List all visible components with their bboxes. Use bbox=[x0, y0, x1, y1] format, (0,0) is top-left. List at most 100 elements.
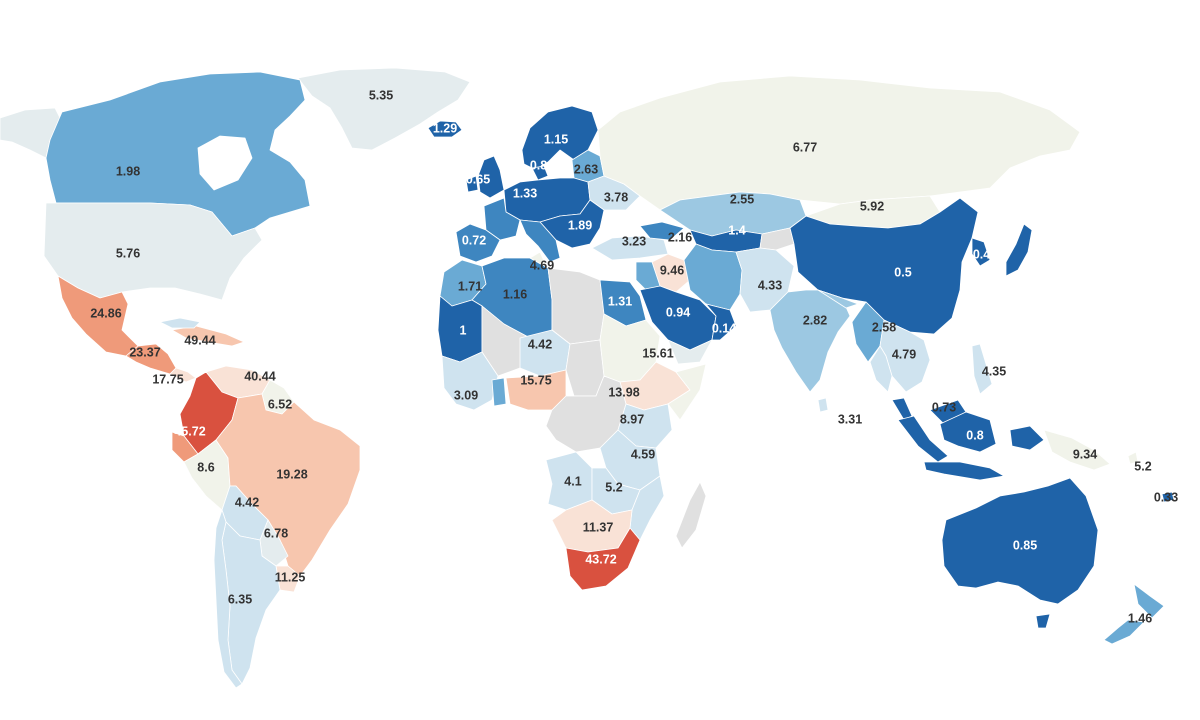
label-paraguay: 6.78 bbox=[264, 526, 288, 540]
region-png[interactable] bbox=[1043, 429, 1111, 471]
label-ukraine: 3.78 bbox=[604, 190, 628, 204]
label-central-europe: 1.33 bbox=[513, 186, 537, 200]
label-denmark: 0.84 bbox=[530, 158, 554, 172]
region-oman[interactable] bbox=[705, 303, 737, 341]
label-central-america: 23.37 bbox=[129, 345, 160, 359]
region-balkans[interactable] bbox=[539, 199, 605, 249]
label-turkmenistan: 1.4 bbox=[728, 223, 745, 237]
region-somalia[interactable] bbox=[667, 363, 707, 421]
region-indonesia[interactable] bbox=[897, 411, 1045, 481]
label-malaysia: 0.73 bbox=[932, 400, 956, 414]
label-russia: 6.77 bbox=[793, 140, 817, 154]
region-denmark[interactable] bbox=[531, 165, 549, 181]
label-west-africa: 3.09 bbox=[454, 388, 478, 402]
label-ethiopia: 13.98 bbox=[608, 385, 639, 399]
region-uk[interactable] bbox=[477, 155, 505, 199]
region-tasmania[interactable] bbox=[1035, 613, 1051, 629]
region-caucasus[interactable] bbox=[639, 221, 685, 241]
region-kyrgyz[interactable] bbox=[759, 227, 795, 251]
label-philippines: 4.35 bbox=[982, 364, 1006, 378]
region-libya[interactable] bbox=[547, 267, 605, 345]
region-philippines[interactable] bbox=[971, 343, 993, 395]
region-china[interactable] bbox=[789, 197, 979, 335]
label-balkans: 1.89 bbox=[568, 218, 592, 232]
label-colombia: 45.72 bbox=[174, 424, 205, 438]
label-uk: 0.65 bbox=[466, 172, 490, 186]
label-australia: 0.85 bbox=[1013, 538, 1037, 552]
label-pacific-b: 0.33 bbox=[1154, 490, 1178, 504]
region-yemen[interactable] bbox=[667, 339, 713, 365]
label-usa: 5.76 bbox=[116, 246, 140, 260]
region-iceland[interactable] bbox=[427, 120, 463, 138]
label-niger: 4.42 bbox=[528, 337, 552, 351]
label-guianas: 6.52 bbox=[268, 397, 292, 411]
label-venezuela: 40.44 bbox=[244, 369, 275, 383]
label-caribbean: 49.44 bbox=[184, 333, 215, 347]
label-turkey: 3.23 bbox=[622, 234, 646, 248]
label-png: 9.34 bbox=[1073, 447, 1097, 461]
region-chile[interactable] bbox=[213, 509, 243, 689]
label-morocco: 1.71 bbox=[458, 279, 482, 293]
label-pacific-a: 5.2 bbox=[1134, 459, 1151, 473]
label-nigeria: 15.75 bbox=[520, 373, 551, 387]
label-peru: 8.6 bbox=[197, 460, 214, 474]
region-cuba[interactable] bbox=[159, 317, 201, 329]
region-india[interactable] bbox=[769, 289, 851, 393]
label-mongolia: 5.92 bbox=[860, 199, 884, 213]
region-sri-lanka[interactable] bbox=[817, 397, 829, 413]
label-bolivia: 4.42 bbox=[235, 495, 259, 509]
label-china: 0.5 bbox=[894, 265, 911, 279]
region-iberia[interactable] bbox=[455, 223, 501, 263]
region-italy[interactable] bbox=[519, 219, 561, 263]
region-greenland[interactable] bbox=[297, 67, 471, 151]
label-caucasus: 2.16 bbox=[668, 230, 692, 244]
label-brazil: 19.28 bbox=[276, 467, 307, 481]
region-ghana[interactable] bbox=[491, 377, 507, 407]
region-new-zealand[interactable] bbox=[1103, 583, 1165, 645]
region-australia[interactable] bbox=[941, 477, 1099, 605]
region-south-africa[interactable] bbox=[565, 527, 641, 591]
value-labels: 5.35 1.29 1.98 5.76 24.86 23.37 49.44 17… bbox=[90, 88, 1178, 625]
region-pacific-b[interactable] bbox=[1161, 491, 1175, 503]
region-russia[interactable] bbox=[597, 75, 1081, 211]
label-sudan: 15.61 bbox=[642, 346, 673, 360]
region-japan[interactable] bbox=[1005, 223, 1033, 277]
label-baltics: 2.63 bbox=[574, 162, 598, 176]
label-canada: 1.98 bbox=[116, 164, 140, 178]
label-afghanistan: 4.33 bbox=[758, 278, 782, 292]
region-caribbean[interactable] bbox=[171, 325, 245, 347]
region-thailand[interactable] bbox=[869, 345, 893, 393]
region-hudson-bay bbox=[197, 135, 253, 191]
label-scandinavia: 1.15 bbox=[544, 132, 568, 146]
label-indonesia: 0.8 bbox=[966, 428, 983, 442]
region-west-africa[interactable] bbox=[441, 351, 499, 411]
label-mauritania: 1 bbox=[460, 323, 467, 337]
label-kazakhstan: 2.55 bbox=[730, 192, 754, 206]
label-mexico: 24.86 bbox=[90, 306, 121, 320]
label-vietnam: 4.79 bbox=[892, 347, 916, 361]
label-korea: 0.48 bbox=[973, 247, 997, 261]
label-oman: 0.14 bbox=[712, 321, 736, 335]
region-korea[interactable] bbox=[971, 237, 991, 267]
label-uruguay: 11.25 bbox=[275, 570, 306, 584]
label-india: 2.82 bbox=[803, 313, 827, 327]
region-panama[interactable] bbox=[169, 367, 197, 383]
label-sri-lanka: 3.31 bbox=[838, 412, 862, 426]
region-pacific-a[interactable] bbox=[1127, 451, 1139, 465]
region-turkey[interactable] bbox=[591, 235, 669, 261]
region-nepal[interactable] bbox=[817, 289, 859, 309]
region-brazil[interactable] bbox=[215, 393, 361, 577]
label-egypt: 1.31 bbox=[608, 294, 632, 308]
region-madagascar[interactable] bbox=[675, 481, 707, 549]
label-saudi: 0.94 bbox=[666, 305, 690, 319]
label-greenland: 5.35 bbox=[369, 88, 393, 102]
label-angola: 4.1 bbox=[564, 474, 581, 488]
region-tunisia[interactable] bbox=[529, 251, 549, 269]
label-south-africa: 43.72 bbox=[585, 552, 616, 566]
region-ireland[interactable] bbox=[465, 175, 479, 193]
region-chad[interactable] bbox=[565, 339, 605, 397]
label-botswana: 11.37 bbox=[583, 520, 614, 534]
label-zambia: 5.2 bbox=[605, 480, 622, 494]
label-new-zealand: 1.46 bbox=[1128, 611, 1152, 625]
